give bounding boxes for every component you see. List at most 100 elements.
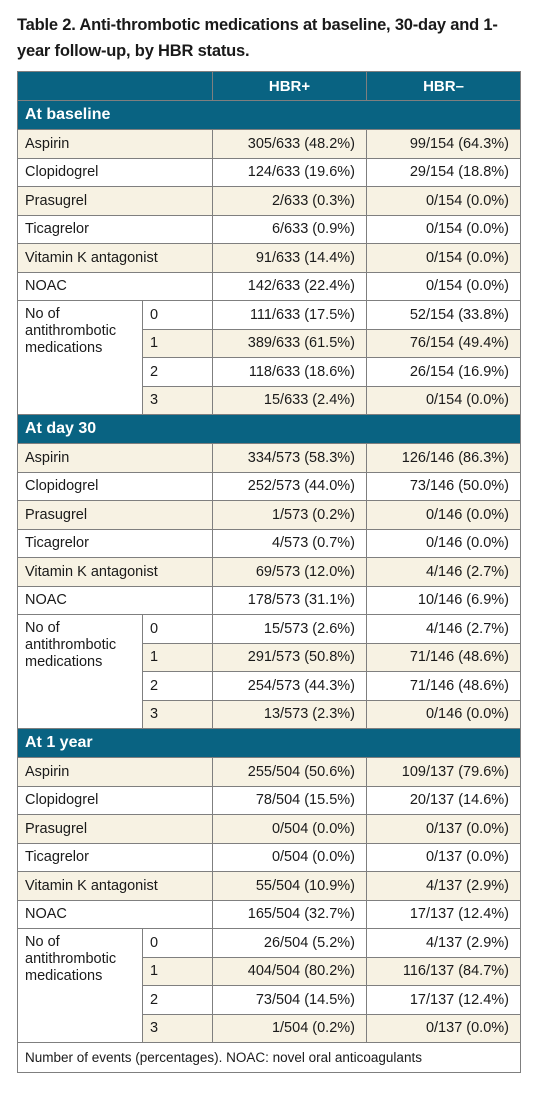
hbr-negative-value: 20/137 (14.6%)	[366, 785, 521, 815]
hbr-positive-value: 291/573 (50.8%)	[212, 642, 367, 672]
hbr-positive-value: 91/633 (14.4%)	[212, 243, 367, 273]
medication-label: Ticagrelor	[17, 528, 213, 558]
hbr-positive-value: 78/504 (15.5%)	[212, 785, 367, 815]
hbr-negative-value: 10/146 (6.9%)	[366, 585, 521, 615]
medication-count: 0	[142, 614, 213, 644]
table-row: Ticagrelor 0/504 (0.0%) 0/137 (0.0%)	[17, 842, 521, 872]
hbr-negative-value: 0/146 (0.0%)	[366, 699, 521, 729]
hbr-positive-value: 404/504 (80.2%)	[212, 956, 367, 986]
medication-label: Ticagrelor	[17, 842, 213, 872]
hbr-negative-value: 73/146 (50.0%)	[366, 471, 521, 501]
hbr-negative-value: 0/154 (0.0%)	[366, 186, 521, 216]
hbr-negative-value: 0/137 (0.0%)	[366, 814, 521, 844]
table-row: 1 389/633 (61.5%) 76/154 (49.4%)	[18, 328, 521, 358]
hbr-negative-value: 126/146 (86.3%)	[366, 443, 521, 473]
medication-count: 2	[142, 671, 213, 701]
section-header-row: At day 30	[17, 414, 521, 444]
column-header-hbr-positive: HBR+	[212, 71, 367, 101]
hbr-positive-value: 124/633 (19.6%)	[212, 157, 367, 187]
hbr-negative-value: 0/146 (0.0%)	[366, 500, 521, 530]
hbr-negative-value: 0/137 (0.0%)	[366, 1013, 521, 1043]
hbr-positive-value: 15/573 (2.6%)	[212, 614, 367, 644]
medication-count: 3	[142, 1013, 213, 1043]
table-row: 3 13/573 (2.3%) 0/146 (0.0%)	[18, 699, 521, 729]
medication-label: Aspirin	[17, 757, 213, 787]
group-label: No of antithrombotic medications	[17, 300, 143, 415]
hbr-negative-value: 71/146 (48.6%)	[366, 642, 521, 672]
hbr-positive-value: 334/573 (58.3%)	[212, 443, 367, 473]
table-body: At baseline Aspirin 305/633 (48.2%) 99/154 …	[17, 100, 521, 1043]
medication-count: 2	[142, 357, 213, 387]
hbr-positive-value: 0/504 (0.0%)	[212, 814, 367, 844]
table-row: Prasugrel 0/504 (0.0%) 0/137 (0.0%)	[17, 814, 521, 844]
table-row: Clopidogrel 78/504 (15.5%) 20/137 (14.6%)	[17, 785, 521, 815]
hbr-positive-value: 69/573 (12.0%)	[212, 557, 367, 587]
medication-label: Vitamin K antagonist	[17, 871, 213, 901]
hbr-positive-value: 255/504 (50.6%)	[212, 757, 367, 787]
table-row: No of antithrombotic medications 0 15/573 …	[17, 614, 521, 729]
medication-label: Aspirin	[17, 443, 213, 473]
table-row: No of antithrombotic medications 0 26/504 …	[17, 928, 521, 1043]
medication-label: Clopidogrel	[17, 157, 213, 187]
table-row: Prasugrel 1/573 (0.2%) 0/146 (0.0%)	[17, 500, 521, 530]
hbr-negative-value: 116/137 (84.7%)	[366, 956, 521, 986]
section-header-row: At 1 year	[17, 728, 521, 758]
table-row: Aspirin 334/573 (58.3%) 126/146 (86.3%)	[17, 443, 521, 473]
table-row: 3 15/633 (2.4%) 0/154 (0.0%)	[18, 385, 521, 415]
hbr-positive-value: 55/504 (10.9%)	[212, 871, 367, 901]
medication-label: Vitamin K antagonist	[17, 243, 213, 273]
table-row: Ticagrelor 6/633 (0.9%) 0/154 (0.0%)	[17, 214, 521, 244]
medication-label: Prasugrel	[17, 186, 213, 216]
medications-table: HBR+ HBR– At baseline Aspirin 305/633 (48.…	[17, 71, 521, 1073]
table-row: 2 73/504 (14.5%) 17/137 (12.4%)	[18, 985, 521, 1015]
hbr-positive-value: 13/573 (2.3%)	[212, 699, 367, 729]
hbr-positive-value: 2/633 (0.3%)	[212, 186, 367, 216]
hbr-negative-value: 4/146 (2.7%)	[366, 557, 521, 587]
medication-count: 0	[142, 300, 213, 330]
hbr-negative-value: 0/154 (0.0%)	[366, 243, 521, 273]
hbr-negative-value: 0/154 (0.0%)	[366, 385, 521, 415]
table-row: Vitamin K antagonist 91/633 (14.4%) 0/154 …	[17, 243, 521, 273]
table-row: Vitamin K antagonist 69/573 (12.0%) 4/146 …	[17, 557, 521, 587]
medication-count: 3	[142, 385, 213, 415]
header-blank-cell	[17, 71, 213, 101]
medication-count: 1	[142, 328, 213, 358]
hbr-positive-value: 1/504 (0.2%)	[212, 1013, 367, 1043]
hbr-negative-value: 0/137 (0.0%)	[366, 842, 521, 872]
header-row: HBR+ HBR–	[17, 71, 521, 101]
hbr-positive-value: 178/573 (31.1%)	[212, 585, 367, 615]
hbr-positive-value: 4/573 (0.7%)	[212, 528, 367, 558]
table-row: NOAC 165/504 (32.7%) 17/137 (12.4%)	[17, 899, 521, 929]
section-header-row: At baseline	[17, 100, 521, 130]
group-label: No of antithrombotic medications	[17, 614, 143, 729]
hbr-negative-value: 109/137 (79.6%)	[366, 757, 521, 787]
hbr-positive-value: 252/573 (44.0%)	[212, 471, 367, 501]
table-footnote: Number of events (percentages). NOAC: no…	[17, 1042, 521, 1073]
medication-label: Aspirin	[17, 129, 213, 159]
medication-label: Vitamin K antagonist	[17, 557, 213, 587]
table-row: Clopidogrel 252/573 (44.0%) 73/146 (50.0%)	[17, 471, 521, 501]
table-row: Vitamin K antagonist 55/504 (10.9%) 4/137 …	[17, 871, 521, 901]
hbr-negative-value: 4/137 (2.9%)	[366, 928, 521, 958]
hbr-negative-value: 71/146 (48.6%)	[366, 671, 521, 701]
medication-count: 3	[142, 699, 213, 729]
hbr-negative-value: 4/146 (2.7%)	[366, 614, 521, 644]
hbr-negative-value: 0/154 (0.0%)	[366, 271, 521, 301]
hbr-positive-value: 118/633 (18.6%)	[212, 357, 367, 387]
hbr-negative-value: 17/137 (12.4%)	[366, 985, 521, 1015]
hbr-negative-value: 76/154 (49.4%)	[366, 328, 521, 358]
hbr-positive-value: 254/573 (44.3%)	[212, 671, 367, 701]
column-header-hbr-negative: HBR–	[366, 71, 521, 101]
table-row: 1 291/573 (50.8%) 71/146 (48.6%)	[18, 642, 521, 672]
group-label: No of antithrombotic medications	[17, 928, 143, 1043]
table-row: 2 118/633 (18.6%) 26/154 (16.9%)	[18, 357, 521, 387]
hbr-negative-value: 26/154 (16.9%)	[366, 357, 521, 387]
table-caption: Table 2. Anti-thrombotic medications at …	[17, 16, 498, 60]
medication-label: NOAC	[17, 271, 213, 301]
hbr-negative-value: 52/154 (33.8%)	[366, 300, 521, 330]
table-row: Ticagrelor 4/573 (0.7%) 0/146 (0.0%)	[17, 528, 521, 558]
hbr-positive-value: 142/633 (22.4%)	[212, 271, 367, 301]
section-title: At baseline	[17, 100, 521, 130]
hbr-negative-value: 0/154 (0.0%)	[366, 214, 521, 244]
hbr-negative-value: 0/146 (0.0%)	[366, 528, 521, 558]
